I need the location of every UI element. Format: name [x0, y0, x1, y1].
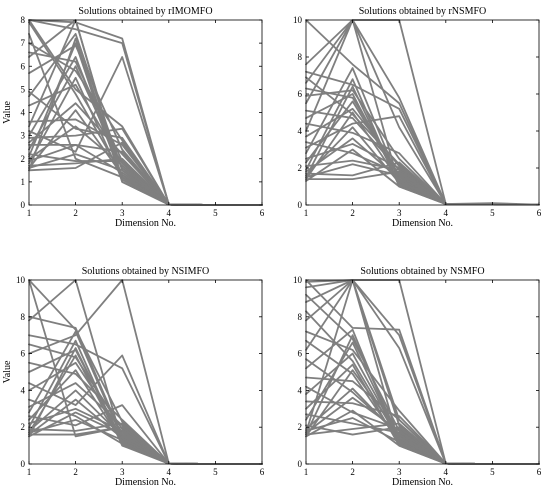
y-tick-label: 4 — [298, 385, 303, 395]
x-tick-label: 3 — [397, 208, 402, 218]
x-tick-label: 5 — [213, 208, 218, 218]
y-tick-label: 2 — [298, 422, 303, 432]
series-line-26 — [28, 411, 263, 465]
y-tick-label: 8 — [21, 15, 26, 25]
y-tick-label: 10 — [16, 275, 26, 285]
x-axis-label: Dimension No. — [392, 477, 453, 488]
x-axis-label: Dimension No. — [392, 218, 453, 229]
series-line-25 — [305, 422, 540, 465]
y-tick-label: 3 — [21, 131, 26, 141]
y-tick-label: 6 — [21, 349, 26, 359]
y-tick-label: 6 — [21, 61, 26, 71]
x-tick-label: 4 — [444, 467, 449, 477]
y-tick-label: 6 — [298, 349, 303, 359]
y-axis-label: Value — [2, 360, 13, 383]
x-tick-label: 5 — [490, 208, 495, 218]
x-tick-label: 1 — [304, 467, 309, 477]
plot-frame — [305, 279, 540, 465]
series-line-23 — [28, 426, 263, 465]
y-tick-label: 2 — [298, 163, 303, 173]
x-tick-label: 2 — [73, 467, 78, 477]
y-tick-label: 6 — [298, 89, 303, 99]
y-tick-label: 1 — [21, 177, 26, 187]
y-tick-label: 8 — [298, 52, 303, 62]
panel-bottom-left: 1 2 3 4 5 6 0 2 4 6 8 10 Solutions obtained by NSIMF… — [2, 266, 265, 488]
chart-title: Solutions obtained by NSIMFO — [82, 266, 210, 277]
plot-frame — [28, 279, 263, 465]
x-tick-label: 4 — [167, 208, 172, 218]
x-tick-label: 6 — [260, 467, 265, 477]
x-tick-label: 2 — [350, 467, 355, 477]
x-tick-label: 6 — [537, 208, 542, 218]
y-tick-label: 2 — [21, 154, 26, 164]
plot-frame — [305, 19, 540, 206]
series-line-30 — [28, 141, 263, 206]
y-tick-label: 5 — [21, 84, 26, 94]
x-tick-label: 6 — [537, 467, 542, 477]
y-tick-label: 4 — [21, 385, 26, 395]
series-line-26 — [305, 170, 540, 206]
series-group — [305, 279, 540, 465]
y-tick-label: 2 — [21, 422, 26, 432]
y-tick-label: 0 — [21, 459, 26, 469]
y-tick-label: 10 — [293, 275, 303, 285]
x-tick-label: 5 — [490, 467, 495, 477]
series-line-19 — [28, 422, 263, 465]
x-tick-label: 5 — [213, 467, 218, 477]
series-line-28 — [305, 148, 540, 206]
x-tick-label: 3 — [397, 467, 402, 477]
chart-title: Solutions obtained by rIMOMFO — [78, 6, 212, 17]
y-tick-label: 8 — [21, 312, 26, 322]
series-group — [305, 19, 540, 206]
x-tick-label: 6 — [260, 208, 265, 218]
panel-bottom-right: 1 2 3 4 5 6 0 2 4 6 8 10 Solutions obtained by NSMFO… — [293, 266, 542, 488]
y-tick-label: 7 — [21, 38, 26, 48]
x-tick-label: 1 — [304, 208, 309, 218]
series-group — [28, 19, 263, 206]
x-tick-label: 4 — [167, 467, 172, 477]
y-tick-label: 0 — [21, 200, 26, 210]
chart-title: Solutions obtained by rNSMFO — [359, 6, 487, 17]
series-group — [28, 279, 263, 465]
x-tick-label: 2 — [350, 208, 355, 218]
panel-top-right: 1 2 3 4 5 6 0 2 4 6 8 10 Solutions obtained by rNSMF… — [293, 6, 542, 229]
x-tick-label: 4 — [444, 208, 449, 218]
x-tick-label: 3 — [120, 208, 125, 218]
y-tick-label: 8 — [298, 312, 303, 322]
y-tick-label: 0 — [298, 459, 303, 469]
x-axis-label: Dimension No. — [115, 218, 176, 229]
x-tick-label: 3 — [120, 467, 125, 477]
y-tick-label: 4 — [298, 126, 303, 136]
chart-title: Solutions obtained by NSMFO — [360, 266, 484, 277]
y-tick-label: 0 — [298, 200, 303, 210]
series-line-22 — [305, 161, 540, 206]
y-tick-label: 10 — [293, 15, 303, 25]
x-tick-label: 2 — [73, 208, 78, 218]
x-axis-label: Dimension No. — [115, 477, 176, 488]
y-tick-label: 4 — [21, 108, 26, 118]
x-tick-label: 1 — [27, 467, 32, 477]
y-axis-label: Value — [2, 101, 13, 124]
x-tick-label: 1 — [27, 208, 32, 218]
